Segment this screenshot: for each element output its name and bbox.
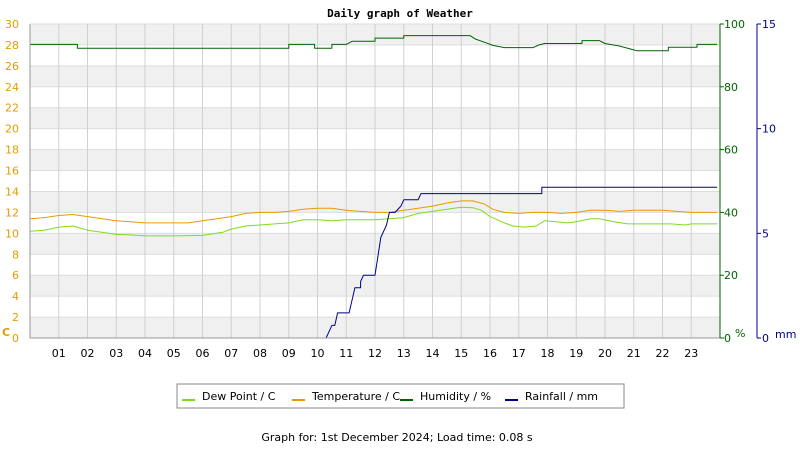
y-tick-label-rainfall: 5 [762,227,769,240]
x-tick-label: 21 [627,347,641,360]
y-tick-label-rainfall: 0 [762,332,769,345]
legend-label: Dew Point / C [202,390,276,403]
humidity-axis-unit: % [735,327,745,340]
y-tick-label-temperature: 20 [5,123,19,136]
y-tick-label-temperature: 24 [5,81,19,94]
y-tick-label-temperature: 0 [12,332,19,345]
x-tick-label: 20 [598,347,612,360]
y-tick-label-temperature: 18 [5,144,19,157]
y-tick-label-humidity: 60 [724,144,738,157]
x-tick-label: 02 [81,347,95,360]
x-tick-label: 14 [426,347,440,360]
x-tick-label: 19 [569,347,583,360]
legend-label: Rainfall / mm [525,390,598,403]
y-tick-label-temperature: 6 [12,269,19,282]
series-line-humidity [30,35,718,52]
y-tick-label-temperature: 26 [5,60,19,73]
y-tick-label-temperature: 10 [5,227,19,240]
series-line-dew [29,206,718,237]
legend-box [176,383,625,409]
y-tick-label-humidity: 20 [724,269,738,282]
x-tick-label: 08 [253,347,267,360]
x-tick-label: 04 [138,347,152,360]
y-tick-label-temperature: 28 [5,39,19,52]
x-tick-label: 12 [368,347,382,360]
y-tick-label-temperature: 16 [5,165,19,178]
legend: Dew Point / C Temperature / C Humidity / %… [176,383,625,409]
y-tick-label-humidity: 40 [724,206,738,219]
chart-title: Daily graph of Weather [327,7,473,20]
x-tick-label: 17 [512,347,526,360]
y-tick-label-temperature: 4 [12,290,19,303]
y-tick-label-rainfall: 15 [762,18,776,31]
y-tick-label-rainfall: 10 [762,123,776,136]
legend-label: Humidity / % [420,390,491,403]
y-tick-label-temperature: 8 [12,248,19,261]
x-tick-label: 15 [454,347,468,360]
x-tick-label: 16 [483,347,497,360]
x-tick-label: 13 [397,347,411,360]
series-layer [29,35,718,339]
rainfall-axis-unit: mm [775,328,796,341]
x-tick-label: 18 [541,347,555,360]
y-tick-label-temperature: 30 [5,18,19,31]
y-tick-label-temperature: 2 [12,311,19,324]
left-axis-unit: C [2,326,10,339]
y-tick-label-temperature: 14 [5,185,19,198]
x-tick-label: 23 [684,347,698,360]
legend-label: Temperature / C [311,390,400,403]
y-tick-label-temperature: 22 [5,102,19,115]
y-tick-label-temperature: 12 [5,206,19,219]
x-tick-label: 11 [339,347,353,360]
series-line-temperature [29,200,718,224]
x-tick-label: 03 [109,347,123,360]
y-tick-label-humidity: 0 [724,332,731,345]
y-tick-label-humidity: 100 [724,18,745,31]
footer-text: Graph for: 1st December 2024; Load time:… [261,431,533,444]
x-tick-label: 05 [167,347,181,360]
x-tick-label: 07 [224,347,238,360]
x-tick-label: 10 [311,347,325,360]
x-tick-label: 06 [196,347,210,360]
x-tick-label: 09 [282,347,296,360]
x-tick-label: 22 [656,347,670,360]
x-tick-label: 01 [52,347,66,360]
y-tick-label-humidity: 80 [724,81,738,94]
series-line-rainfall [30,186,718,339]
